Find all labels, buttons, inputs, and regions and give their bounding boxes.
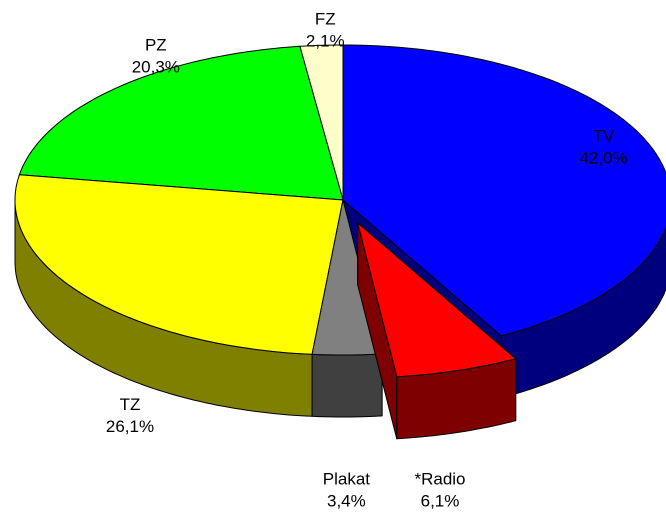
slice-label: TV [593,126,615,145]
slice-label: TZ [120,395,141,414]
slice-side [311,353,383,418]
value-label: 26,1% [106,417,154,436]
slice-label: PZ [145,35,167,54]
value-label: 3,4% [327,491,366,510]
slice [357,222,517,378]
value-label: 6,1% [421,491,460,510]
value-label: 2,1% [306,31,345,50]
slice [311,199,383,356]
slice-label: FZ [315,9,336,28]
slice [18,45,344,201]
value-label: 42,0% [579,148,627,167]
slice-label: Plakat [323,469,371,488]
slice [14,174,344,355]
value-label: 20,3% [132,57,180,76]
slice-label: *Radio [414,469,465,488]
slice [342,44,666,337]
